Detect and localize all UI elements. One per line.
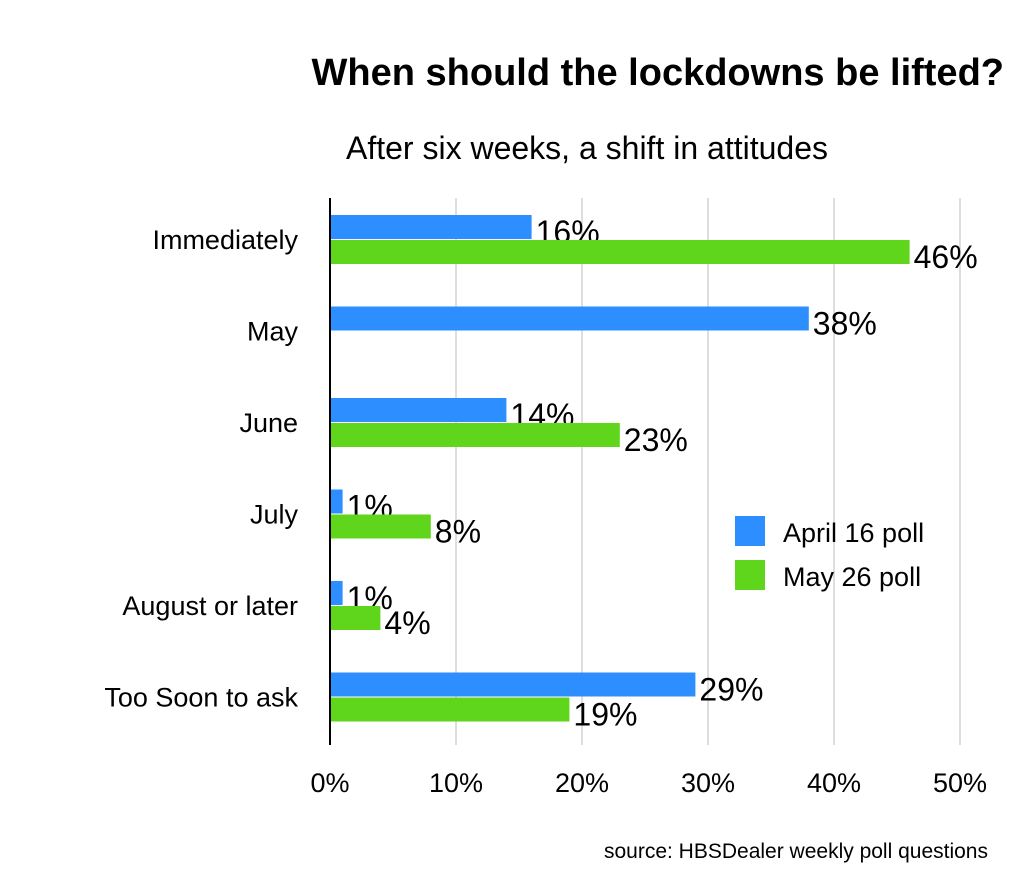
legend-label: May 26 poll bbox=[783, 562, 921, 592]
legend-swatch-april bbox=[735, 516, 765, 546]
x-tick-label: 20% bbox=[555, 768, 609, 798]
data-label: 4% bbox=[384, 605, 430, 641]
category-label: May bbox=[247, 317, 299, 347]
data-label: 46% bbox=[914, 239, 978, 275]
data-label: 38% bbox=[813, 306, 877, 342]
bar-april-5 bbox=[330, 672, 696, 697]
category-label: Too Soon to ask bbox=[104, 683, 298, 713]
bar-may-4 bbox=[330, 606, 381, 630]
chart-title: When should the lockdowns be lifted? bbox=[311, 52, 1004, 94]
bar-may-3 bbox=[330, 514, 431, 539]
bar-april-0 bbox=[330, 215, 532, 239]
category-label: Immediately bbox=[152, 225, 298, 255]
bar-april-2 bbox=[330, 398, 507, 422]
data-label: 23% bbox=[624, 422, 688, 458]
legend-label: April 16 poll bbox=[783, 518, 924, 548]
x-tick-label: 50% bbox=[933, 768, 987, 798]
x-tick-label: 0% bbox=[310, 768, 349, 798]
chart-subtitle: After six weeks, a shift in attitudes bbox=[346, 130, 828, 166]
source-note: source: HBSDealer weekly poll questions bbox=[603, 840, 988, 863]
data-label: 8% bbox=[435, 514, 481, 550]
x-tick-label: 40% bbox=[807, 768, 861, 798]
bar-may-2 bbox=[330, 423, 620, 447]
bar-april-3 bbox=[330, 489, 343, 514]
x-tick-label: 30% bbox=[681, 768, 735, 798]
bar-may-5 bbox=[330, 697, 570, 722]
x-tick-label: 10% bbox=[429, 768, 483, 798]
legend-swatch-may bbox=[735, 560, 765, 590]
category-label: August or later bbox=[122, 591, 298, 621]
data-label: 29% bbox=[699, 672, 763, 708]
bar-may-0 bbox=[330, 240, 910, 264]
bar-april-1 bbox=[330, 306, 809, 331]
bar-april-4 bbox=[330, 581, 343, 605]
data-label: 19% bbox=[573, 697, 637, 733]
category-label: June bbox=[239, 408, 298, 438]
category-label: July bbox=[250, 500, 299, 530]
